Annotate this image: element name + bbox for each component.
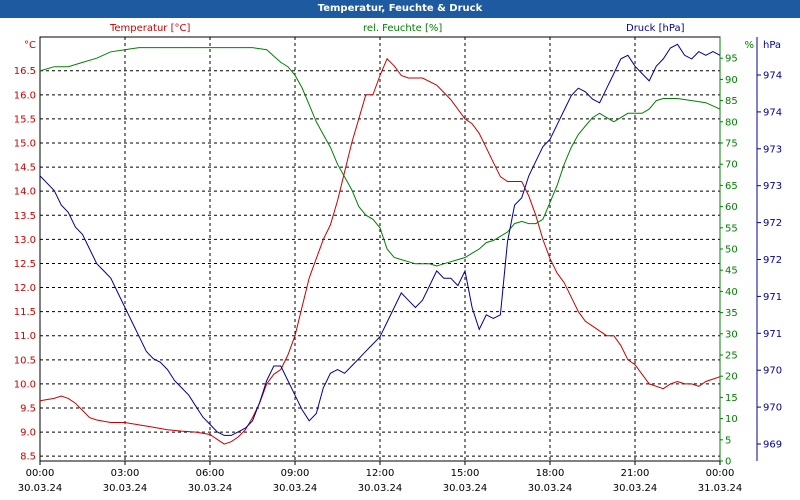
humidity-tick-label: 30 (725, 329, 738, 340)
humidity-tick-label: 35 (725, 308, 738, 319)
temperature-tick-label: 12.0 (14, 283, 36, 294)
temperature-tick-label: 11.5 (14, 307, 36, 318)
x-tick-label-date: 30.03.24 (443, 483, 488, 494)
x-tick-label-time: 03:00 (111, 468, 140, 479)
pressure-tick-label: 972 (763, 218, 782, 229)
humidity-tick-label: 0 (725, 457, 731, 468)
temperature-tick-label: 15.5 (14, 114, 36, 125)
pressure-tick-label: 974 (763, 71, 782, 82)
x-tick-label-time: 21:00 (621, 468, 650, 479)
pressure-tick-label: 970 (763, 403, 782, 414)
temperature-tick-label: 13.0 (14, 235, 36, 246)
humidity-tick-label: 65 (725, 181, 738, 192)
humidity-tick-label: 80 (725, 117, 738, 128)
humidity-tick-label: 60 (725, 202, 738, 213)
x-tick-label-date: 31.03.24 (698, 483, 743, 494)
pressure-tick-label: 969 (763, 440, 782, 451)
x-tick-label-time: 06:00 (196, 468, 225, 479)
humidity-tick-label: 95 (725, 54, 738, 65)
pressure-series-line (39, 43, 721, 436)
x-tick-label-date: 30.03.24 (18, 483, 63, 494)
humidity-unit-label: % (744, 40, 754, 51)
humidity-tick-label: 85 (725, 96, 738, 107)
pressure-unit-label: hPa (763, 40, 781, 51)
humidity-tick-label: 20 (725, 372, 738, 383)
x-tick-label-time: 18:00 (536, 468, 565, 479)
x-tick-label-time: 09:00 (281, 468, 310, 479)
pressure-tick-label: 971 (763, 292, 782, 303)
temperature-tick-label: 9.5 (20, 404, 36, 415)
pressure-tick-label: 973 (763, 144, 782, 155)
temperature-tick-label: 16.0 (14, 90, 36, 101)
x-tick-label-date: 30.03.24 (103, 483, 148, 494)
humidity-tick-label: 45 (725, 266, 738, 277)
x-tick-label-time: 15:00 (451, 468, 480, 479)
temperature-tick-label: 11.0 (14, 331, 36, 342)
temperature-series-line (39, 57, 721, 445)
humidity-tick-label: 25 (725, 351, 738, 362)
temperature-tick-label: 14.5 (14, 163, 36, 174)
chart-title: Temperatur, Feuchte & Druck (0, 0, 800, 18)
temperature-unit-label: °C (24, 40, 36, 51)
humidity-tick-label: 70 (725, 160, 738, 171)
temperature-tick-label: 16.5 (14, 66, 36, 77)
pressure-tick-label: 974 (763, 107, 782, 118)
humidity-axis-label: rel. Feuchte [%] (363, 23, 443, 34)
x-tick-label-date: 30.03.24 (613, 483, 658, 494)
x-tick-label-date: 30.03.24 (188, 483, 233, 494)
humidity-series-line (39, 47, 721, 267)
humidity-tick-label: 10 (725, 414, 738, 425)
temperature-tick-label: 10.5 (14, 355, 36, 366)
humidity-tick-label: 40 (725, 287, 738, 298)
temperature-tick-label: 9.0 (20, 428, 36, 439)
temperature-tick-label: 15.0 (14, 139, 36, 150)
pressure-tick-label: 972 (763, 255, 782, 266)
temperature-tick-label: 12.5 (14, 259, 36, 270)
x-tick-label-date: 30.03.24 (273, 483, 318, 494)
x-tick-label-time: 12:00 (366, 468, 395, 479)
humidity-tick-label: 15 (725, 393, 738, 404)
humidity-tick-label: 90 (725, 75, 738, 86)
pressure-tick-label: 973 (763, 181, 782, 192)
humidity-tick-label: 5 (725, 435, 731, 446)
temperature-tick-label: 8.5 (20, 452, 36, 463)
pressure-tick-label: 971 (763, 329, 782, 340)
pressure-axis-label: Druck [hPa] (626, 23, 685, 34)
humidity-tick-label: 50 (725, 245, 738, 256)
temperature-tick-label: 13.5 (14, 211, 36, 222)
x-tick-label-date: 30.03.24 (528, 483, 573, 494)
temperature-tick-label: 10.0 (14, 379, 36, 390)
humidity-tick-label: 75 (725, 139, 738, 150)
x-tick-label-time: 00:00 (706, 468, 735, 479)
x-tick-label-time: 00:00 (26, 468, 55, 479)
temperature-tick-label: 14.0 (14, 187, 36, 198)
pressure-tick-label: 970 (763, 366, 782, 377)
x-tick-label-date: 30.03.24 (358, 483, 403, 494)
humidity-tick-label: 55 (725, 223, 738, 234)
temperature-axis-label: Temperatur [°C] (110, 23, 191, 34)
